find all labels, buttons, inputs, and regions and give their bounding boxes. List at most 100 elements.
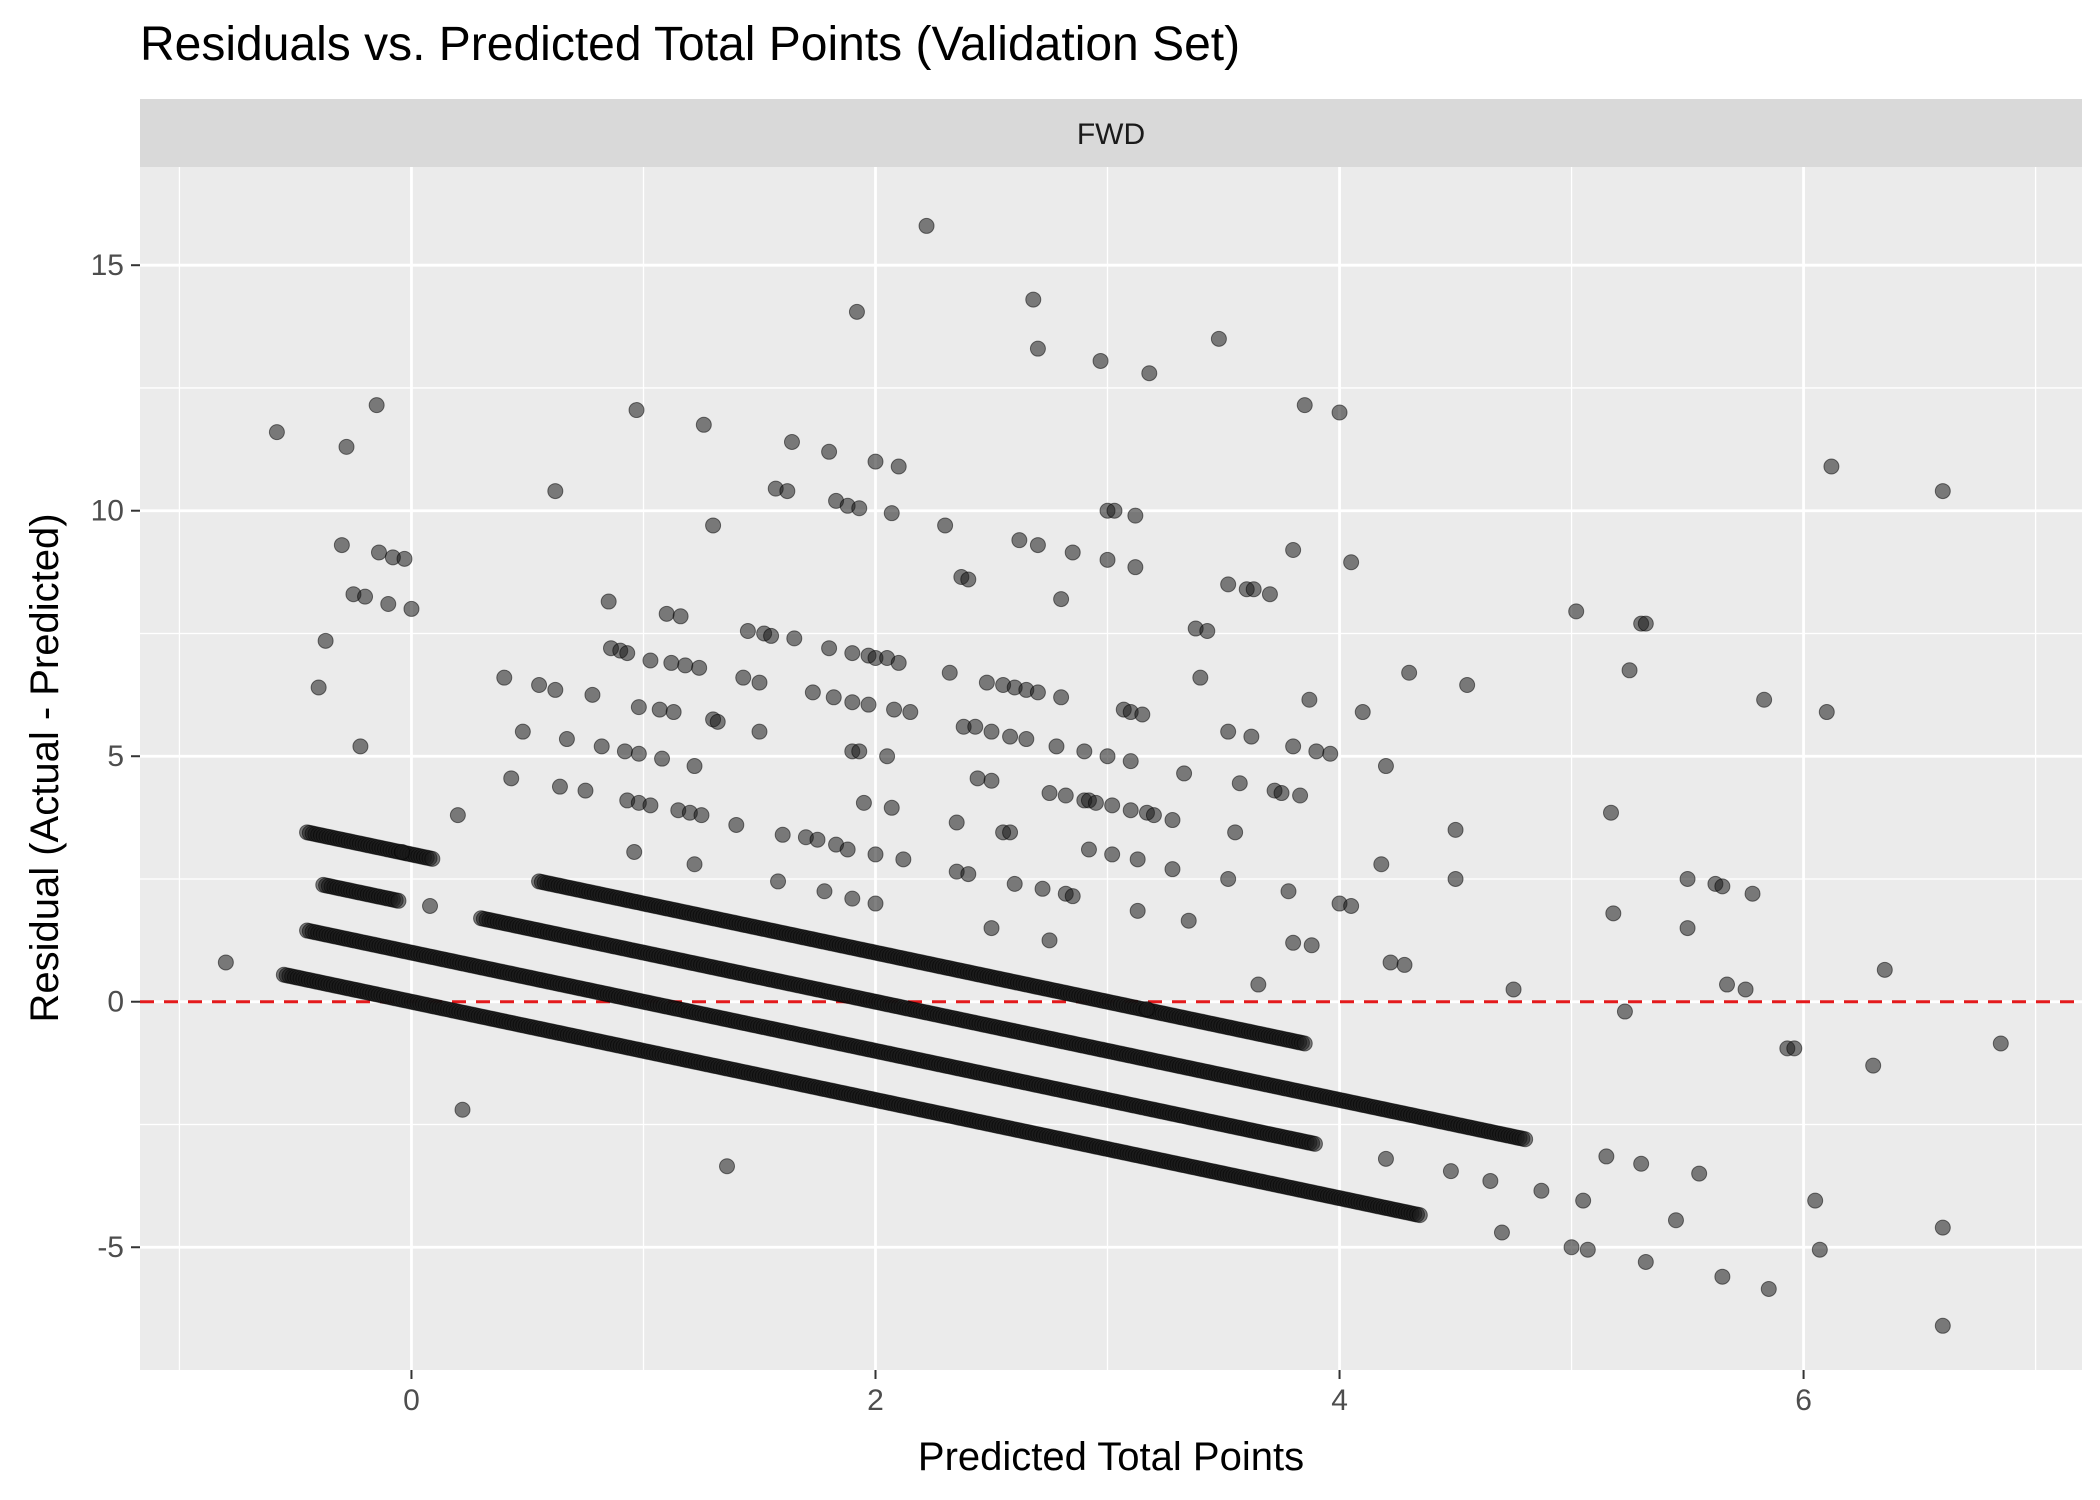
scatter-point: [1099, 551, 1116, 568]
scatter-point: [1220, 576, 1237, 593]
scatter-point: [809, 831, 826, 848]
scatter-point: [1575, 1192, 1592, 1209]
scatter-point: [1122, 802, 1139, 819]
scatter-point: [1210, 330, 1227, 347]
scatter-point: [616, 743, 633, 760]
scatter-point: [1231, 775, 1248, 792]
scatter-point: [1382, 954, 1399, 971]
scatter-point: [1934, 1317, 1951, 1334]
scatter-point: [1041, 932, 1058, 949]
scatter-point: [317, 632, 334, 649]
scatter-point: [855, 794, 872, 811]
scatter-point: [630, 745, 647, 762]
scatter-point: [983, 772, 1000, 789]
scatter-point: [1679, 920, 1696, 937]
scatter-point: [1280, 883, 1297, 900]
scatter-point: [886, 701, 903, 718]
scatter-point: [1493, 1224, 1510, 1241]
scatter-point: [310, 679, 327, 696]
scatter-point: [1199, 623, 1216, 640]
scatter-point: [786, 630, 803, 647]
y-tick-label: 5: [107, 740, 124, 773]
scatter-point: [1308, 743, 1325, 760]
scatter-point: [1285, 934, 1302, 951]
scatter-point: [1057, 787, 1074, 804]
scatter-point: [1637, 1253, 1654, 1270]
scatter-point: [651, 701, 668, 718]
scatter-point: [1141, 365, 1158, 382]
scatter-point: [396, 550, 413, 567]
scatter-point: [584, 686, 601, 703]
scatter-point: [1220, 870, 1237, 887]
scatter-point: [1373, 856, 1390, 873]
scatter-point: [763, 627, 780, 644]
scatter-point: [686, 758, 703, 775]
scatter-point: [1719, 976, 1736, 993]
scatter-point: [1377, 758, 1394, 775]
scatter-point: [1018, 731, 1035, 748]
scatter-point: [1301, 691, 1318, 708]
scatter-point: [1087, 794, 1104, 811]
scatter-point: [1006, 875, 1023, 892]
scatter-point: [695, 416, 712, 433]
scatter-point: [848, 303, 865, 320]
scatter-point: [1579, 1241, 1596, 1258]
facet-label: FWD: [1077, 118, 1145, 151]
scatter-point: [333, 537, 350, 554]
scatter-point: [1401, 664, 1418, 681]
scatter-point: [1029, 537, 1046, 554]
scatter-point: [449, 807, 466, 824]
scatter-point: [1164, 861, 1181, 878]
scatter-point: [1245, 581, 1262, 598]
scatter-point: [1811, 1241, 1828, 1258]
scatter-point: [1002, 728, 1019, 745]
scatter-point: [693, 807, 710, 824]
scatter-point: [1603, 804, 1620, 821]
scatter-point: [1099, 748, 1116, 765]
scatter-point: [1807, 1192, 1824, 1209]
chart-title: Residuals vs. Predicted Total Points (Va…: [140, 18, 1240, 71]
scatter-point: [967, 718, 984, 735]
scatter-point: [1679, 870, 1696, 887]
scatter-point: [1053, 591, 1070, 608]
scatter-point: [890, 458, 907, 475]
scatter-point: [719, 1158, 736, 1175]
scatter-point: [1292, 787, 1309, 804]
scatter-point: [902, 704, 919, 721]
scatter-point: [1714, 878, 1731, 895]
scatter-point: [1048, 738, 1065, 755]
scatter-point: [628, 402, 645, 419]
scatter-point: [1064, 888, 1081, 905]
scatter-point: [547, 681, 564, 698]
y-tick-label: 0: [107, 986, 124, 1019]
scatter-point: [514, 723, 531, 740]
scatter-point: [1285, 541, 1302, 558]
scatter-point: [1227, 824, 1244, 841]
scatter-point: [1786, 1040, 1803, 1057]
scatter-point: [1034, 880, 1051, 897]
scatter-point: [1744, 885, 1761, 902]
scatter-point: [705, 517, 722, 534]
scatter-point: [867, 895, 884, 912]
scatter-point: [1180, 912, 1197, 929]
y-tick-label: 10: [91, 495, 124, 528]
scatter-point: [1616, 1003, 1633, 1020]
scatter-point: [547, 483, 564, 500]
scatter-point: [728, 816, 745, 833]
scatter-point: [774, 826, 791, 843]
scatter-point: [1605, 905, 1622, 922]
scatter-point: [1029, 340, 1046, 357]
scatter-point: [1714, 1268, 1731, 1285]
scatter-point: [658, 605, 675, 622]
scatter-point: [804, 684, 821, 701]
y-tick-label: -5: [97, 1231, 124, 1264]
scatter-point: [1760, 1280, 1777, 1297]
scatter-point: [1129, 902, 1146, 919]
scatter-point: [1934, 1219, 1951, 1236]
scatter-point: [1122, 753, 1139, 770]
scatter-point: [1134, 706, 1151, 723]
scatter-point: [883, 799, 900, 816]
scatter-point: [983, 723, 1000, 740]
scatter-point: [1273, 785, 1290, 802]
